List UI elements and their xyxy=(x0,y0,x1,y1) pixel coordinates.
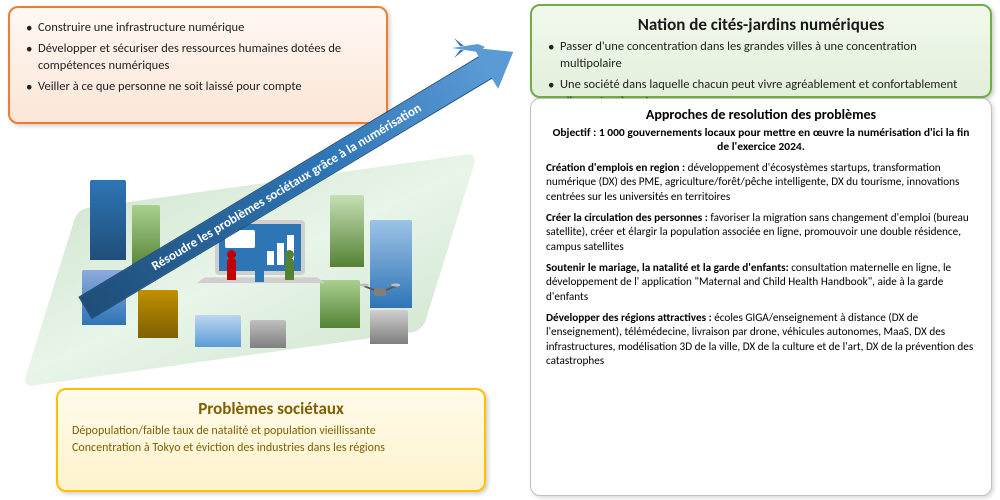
person-icon xyxy=(255,260,264,282)
approach-label: Développer des régions attractives : xyxy=(546,311,714,325)
problems-box: Problèmes sociétaux Dépopulation/faible … xyxy=(56,388,486,492)
approaches-objective: Objectif : 1 000 gouvernements locaux po… xyxy=(546,126,976,154)
infrastructure-box: Construire une infrastructure numérique … xyxy=(8,6,388,124)
approach-label: Soutenir le mariage, la natalité et la g… xyxy=(546,261,791,275)
infrastructure-list: Construire une infrastructure numérique … xyxy=(24,20,372,96)
approach-label: Création d'emplois en region : xyxy=(546,161,688,175)
approaches-box: Approches de resolution des problèmes Ob… xyxy=(530,98,992,496)
problems-title: Problèmes sociétaux xyxy=(72,398,470,419)
approach-label: Créer la circulation des personnes : xyxy=(546,211,710,225)
approach-paragraph: Développer des régions attractives : éco… xyxy=(546,311,976,368)
bar-icon xyxy=(277,243,284,265)
building-icon xyxy=(330,195,364,267)
drone-icon xyxy=(360,280,400,304)
building-icon xyxy=(138,290,178,338)
nation-box: Nation de cités-jardins numériques Passe… xyxy=(530,4,992,98)
approach-paragraph: Soutenir le mariage, la natalité et la g… xyxy=(546,261,976,304)
person-icon xyxy=(285,258,294,280)
building-icon xyxy=(370,310,408,344)
problem-line: Dépopulation/faible taux de natalité et … xyxy=(72,424,470,438)
person-icon xyxy=(227,258,236,280)
list-item: Veiller à ce que personne ne soit laissé… xyxy=(38,79,372,96)
approaches-title: Approches de resolution des problèmes xyxy=(546,106,976,123)
list-item: Passer d'une concentration dans les gran… xyxy=(560,39,976,73)
building-icon xyxy=(90,180,126,260)
city-illustration xyxy=(20,125,480,370)
approach-paragraph: Création d'emplois en region : développe… xyxy=(546,161,976,204)
building-icon xyxy=(320,280,360,328)
building-icon xyxy=(195,315,241,347)
problem-line: Concentration à Tokyo et éviction des in… xyxy=(72,441,470,455)
building-icon xyxy=(250,320,286,348)
nation-title: Nation de cités-jardins numériques xyxy=(546,14,976,35)
approach-paragraph: Créer la circulation des personnes : fav… xyxy=(546,211,976,254)
list-item: Construire une infrastructure numérique xyxy=(38,20,372,37)
list-item: Développer et sécuriser des ressources h… xyxy=(38,41,372,75)
bar-icon xyxy=(267,251,274,265)
